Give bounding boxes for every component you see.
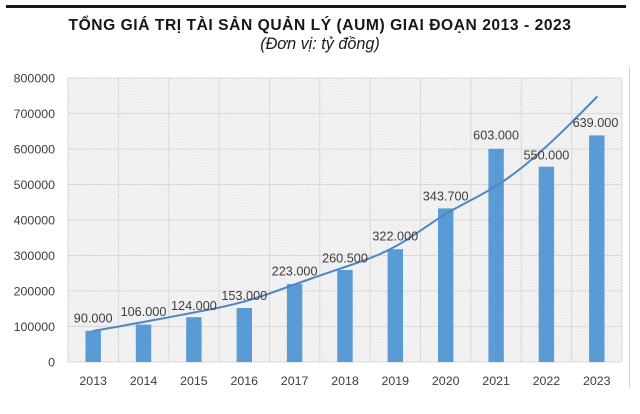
svg-text:2021: 2021 [482, 374, 510, 388]
svg-text:800000: 800000 [14, 71, 55, 85]
svg-text:2022: 2022 [533, 374, 561, 388]
svg-text:603.000: 603.000 [473, 129, 519, 143]
svg-text:2013: 2013 [79, 374, 107, 388]
svg-text:700000: 700000 [14, 107, 55, 121]
svg-text:153.000: 153.000 [221, 289, 267, 303]
svg-text:639.000: 639.000 [573, 116, 619, 130]
svg-text:300000: 300000 [14, 249, 55, 263]
svg-text:2016: 2016 [231, 374, 259, 388]
svg-text:400000: 400000 [14, 213, 55, 227]
svg-text:200000: 200000 [14, 284, 55, 298]
svg-text:343.700: 343.700 [423, 190, 469, 204]
svg-text:2014: 2014 [130, 374, 158, 388]
svg-text:100000: 100000 [14, 320, 55, 334]
svg-text:322.000: 322.000 [372, 230, 418, 244]
svg-text:124.000: 124.000 [171, 299, 217, 313]
svg-text:106.000: 106.000 [121, 305, 167, 319]
svg-text:550.000: 550.000 [523, 149, 569, 163]
svg-text:2018: 2018 [331, 374, 359, 388]
svg-text:223.000: 223.000 [272, 265, 318, 279]
svg-text:2017: 2017 [281, 374, 309, 388]
svg-text:2015: 2015 [180, 374, 208, 388]
svg-text:2019: 2019 [382, 374, 410, 388]
svg-text:90.000: 90.000 [74, 311, 113, 325]
svg-text:0: 0 [48, 355, 55, 369]
svg-text:2020: 2020 [432, 374, 460, 388]
svg-text:600000: 600000 [14, 142, 55, 156]
svg-text:500000: 500000 [14, 178, 55, 192]
svg-text:2023: 2023 [583, 374, 611, 388]
svg-text:260.500: 260.500 [322, 251, 368, 265]
